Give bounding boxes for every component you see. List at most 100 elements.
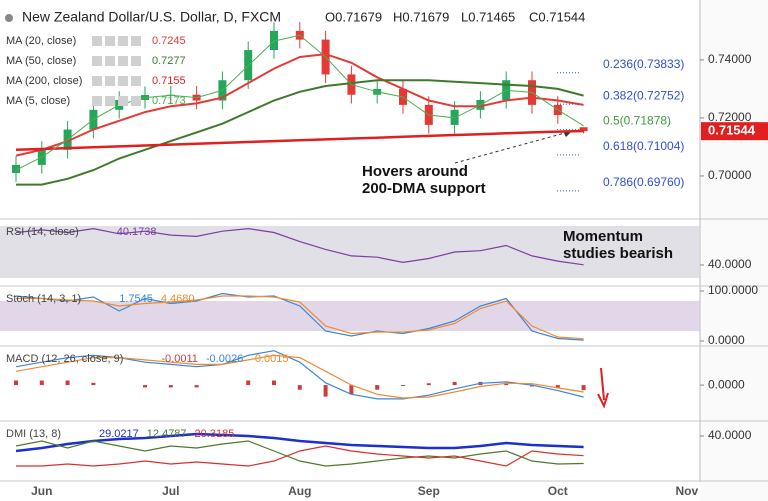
fib-label: 0.786(0.69760) xyxy=(603,175,684,189)
legend-value: -0.0011 xyxy=(161,353,198,365)
series-line xyxy=(15,432,584,453)
legend-value: 0.7173 xyxy=(152,95,186,107)
histogram-bar xyxy=(168,385,173,388)
series-line xyxy=(15,354,584,399)
legend-icon xyxy=(105,56,115,66)
fib-label: 0.236(0.73833) xyxy=(603,57,684,71)
histogram-bar xyxy=(401,385,405,387)
price-tag xyxy=(701,122,768,141)
price-tag-label: 0.71544 xyxy=(708,123,756,138)
panel-title: MACD (12, 26, close, 9) xyxy=(6,353,123,365)
x-tick-label: Nov xyxy=(675,484,698,498)
legend-icon xyxy=(92,56,102,66)
panel-title: Stoch (14, 3, 1) xyxy=(6,293,81,305)
histogram-bar xyxy=(14,380,18,386)
legend-value: 0.7245 xyxy=(152,35,186,47)
histogram-bar xyxy=(581,385,586,391)
legend-icon xyxy=(118,96,128,106)
histogram-bar xyxy=(452,381,457,386)
legend-value: 20.3185 xyxy=(195,428,235,440)
x-tick-label: Sep xyxy=(418,484,440,498)
histogram-bar xyxy=(246,380,251,386)
candle-body xyxy=(270,30,278,51)
series-line xyxy=(16,295,584,340)
axis-background xyxy=(700,0,768,501)
legend-value: 4.4680 xyxy=(161,293,195,305)
bearish-arrow xyxy=(600,367,605,401)
panel-separators xyxy=(0,218,768,482)
legend-value: -0.0026 xyxy=(206,353,243,365)
x-tick-label: Jun xyxy=(31,484,52,498)
histogram-bar xyxy=(143,385,147,388)
y-tick-label: 0.72000 xyxy=(708,110,752,124)
legend-value: 0.7155 xyxy=(152,75,186,87)
ohlc-label: C0.71544 xyxy=(529,9,585,24)
chart-title: New Zealand Dollar/U.S. Dollar, D, FXCM xyxy=(22,9,281,25)
legend-icon xyxy=(131,36,141,46)
candle-body xyxy=(579,127,588,132)
legend-value: -0.0015 xyxy=(251,353,288,365)
legend-icon xyxy=(105,96,115,106)
series-line xyxy=(15,440,584,467)
y-tick-label: 40.0000 xyxy=(708,428,752,442)
legend-icon xyxy=(92,36,102,46)
annotation: Momentum xyxy=(563,228,643,245)
histogram-bar xyxy=(323,385,328,397)
legend-name: MA (20, close) xyxy=(6,35,76,47)
legend-name: MA (50, close) xyxy=(6,55,76,67)
fib-label: 0.382(0.72752) xyxy=(603,88,684,102)
histogram-bar xyxy=(426,383,431,386)
histogram-bar xyxy=(375,385,380,390)
histogram-bar xyxy=(504,383,509,386)
annotation: 200-DMA support xyxy=(362,180,486,197)
series-line xyxy=(16,445,584,467)
y-tick-label: 0.70000 xyxy=(708,168,752,182)
legend-name: MA (5, close) xyxy=(6,95,70,107)
y-tick-label: 0.0000 xyxy=(708,333,745,347)
histogram-bar xyxy=(65,380,70,386)
series-line xyxy=(15,34,584,171)
bearish-arrowhead xyxy=(597,392,609,409)
y-tick-label: 40.0000 xyxy=(708,257,752,271)
legend-icon xyxy=(105,36,115,46)
series-line xyxy=(15,129,584,152)
ohlc-label: L0.71465 xyxy=(461,9,515,24)
legend-icon xyxy=(105,76,115,86)
histogram-bar xyxy=(39,380,44,386)
panel-title: DMI (13, 8) xyxy=(6,428,61,440)
series-line xyxy=(15,227,584,266)
x-tick-label: Oct xyxy=(548,484,568,498)
legend-icon xyxy=(131,56,141,66)
legend-icon xyxy=(92,96,102,106)
legend-value: 12.4787 xyxy=(147,428,187,440)
annotation-arrow xyxy=(454,130,573,164)
series-line xyxy=(15,292,584,341)
legend-value: 29.0217 xyxy=(99,428,139,440)
legend-icon xyxy=(131,76,141,86)
histogram-bar xyxy=(91,382,96,386)
indicator-band xyxy=(0,225,700,278)
candle-body xyxy=(12,164,20,174)
legend-icon xyxy=(118,56,128,66)
x-tick-label: Jul xyxy=(162,484,179,498)
annotation: studies bearish xyxy=(563,245,673,262)
fib-label: 0.5(0.71878) xyxy=(603,114,671,128)
fib-label: 0.618(0.71004) xyxy=(603,139,684,153)
y-tick-label: 0.0000 xyxy=(708,377,745,391)
legend-icon xyxy=(131,96,141,106)
histogram-bar xyxy=(530,385,534,387)
x-tick-label: Aug xyxy=(288,484,311,498)
legend-value: 40.1738 xyxy=(117,226,157,238)
title-icon xyxy=(5,14,13,22)
legend-name: MA (200, close) xyxy=(6,75,82,87)
annotation: Hovers around xyxy=(362,163,468,180)
legend-value: 0.7277 xyxy=(152,55,186,67)
legend-icon xyxy=(92,76,102,86)
histogram-bar xyxy=(349,385,354,395)
histogram-bar xyxy=(555,385,560,388)
histogram-bar xyxy=(297,385,302,390)
ohlc-label: H0.71679 xyxy=(393,9,449,24)
series-line xyxy=(15,53,584,157)
y-tick-label: 100.0000 xyxy=(708,283,758,297)
